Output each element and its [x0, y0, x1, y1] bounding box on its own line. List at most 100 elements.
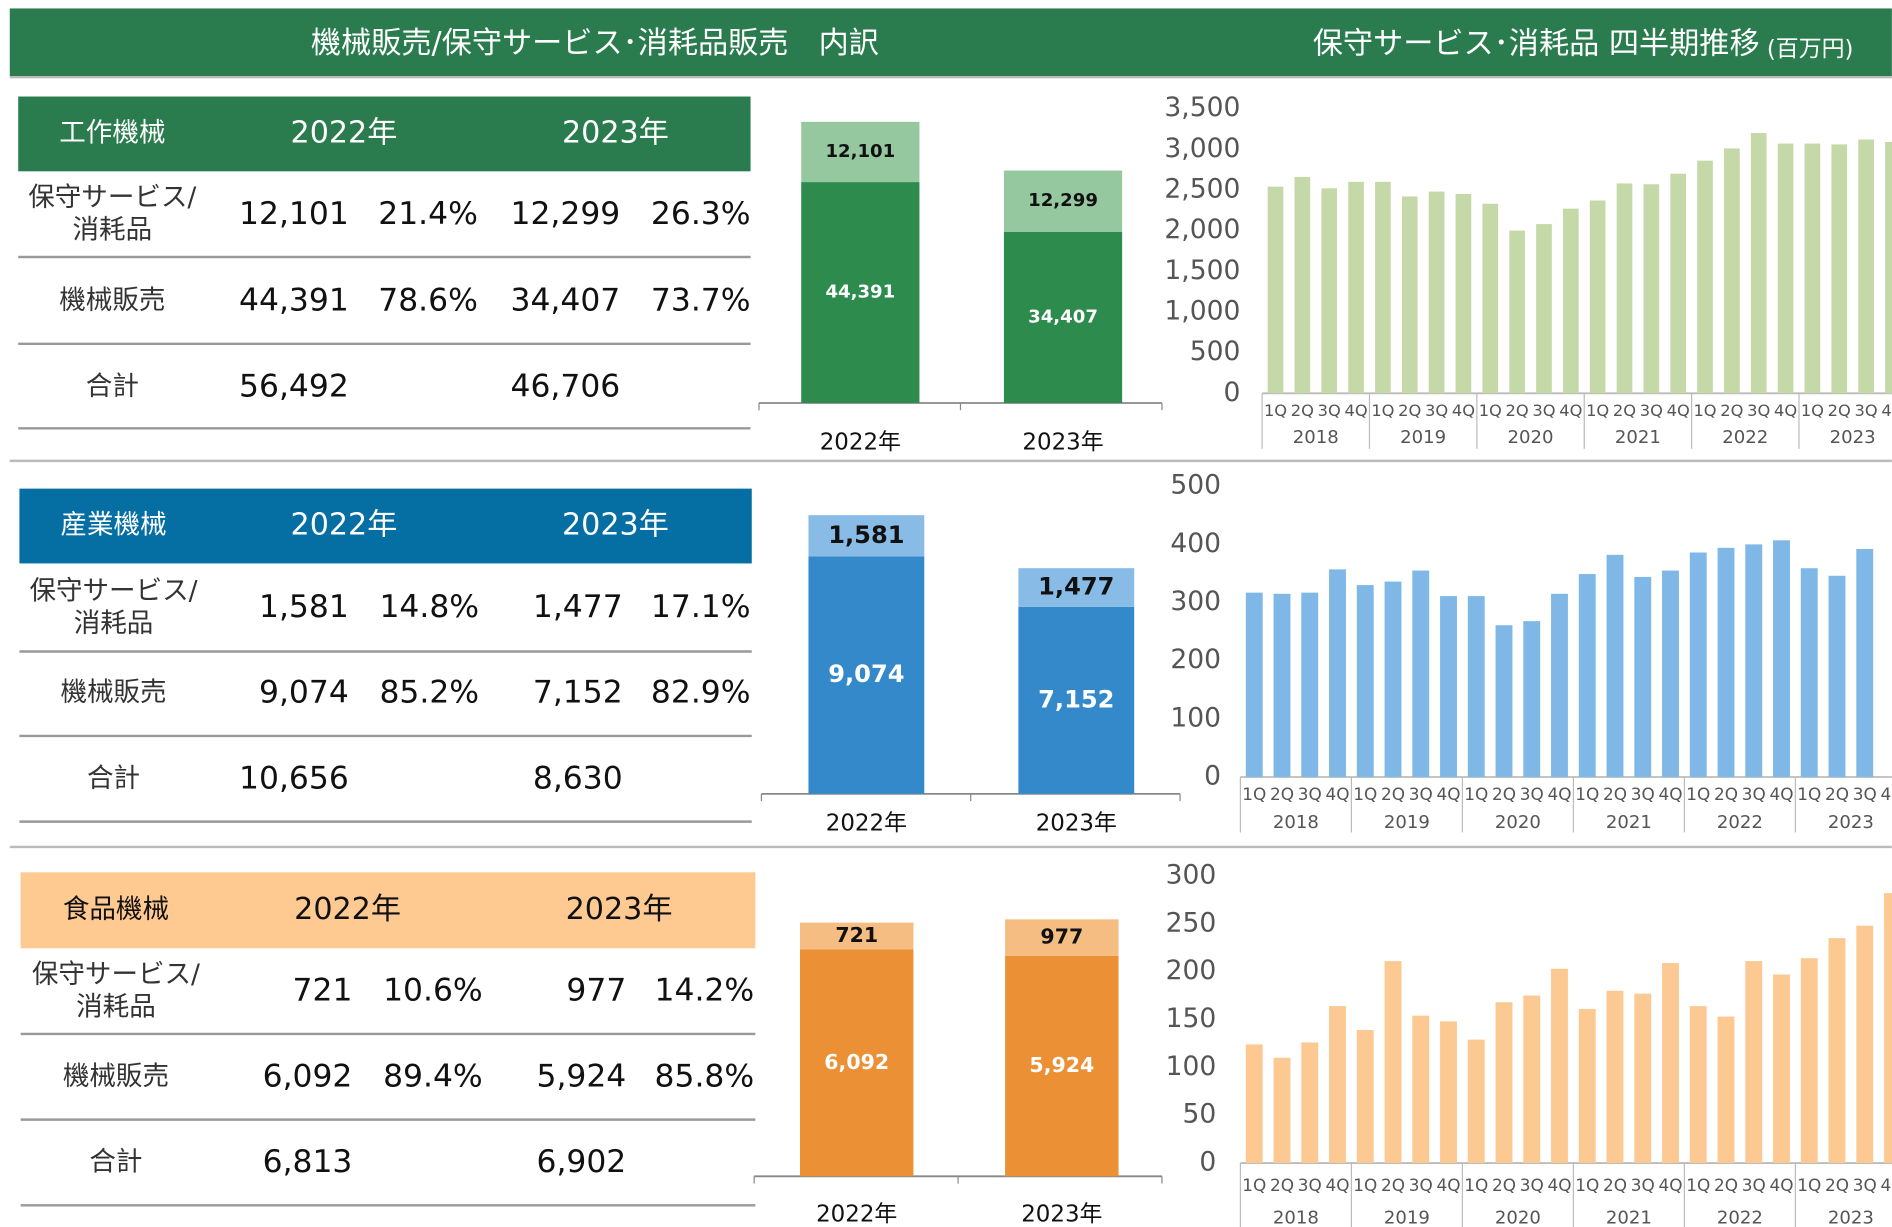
quarter-label: 1Q	[1371, 401, 1394, 420]
data-label: 6,092	[824, 1050, 889, 1074]
bar-segment	[1003, 170, 1123, 232]
bar	[1467, 596, 1485, 777]
y-tick-label: 200	[1170, 644, 1221, 675]
quarter-label: 3Q	[1318, 401, 1341, 420]
bar-segment	[800, 949, 914, 1177]
table-header	[20, 872, 756, 949]
bar	[1717, 547, 1735, 777]
bar	[1412, 570, 1430, 777]
row-label: 消耗品	[74, 608, 154, 639]
bar	[1467, 1039, 1485, 1164]
quarter-label: 1Q	[1464, 1175, 1488, 1195]
bar	[1828, 938, 1846, 1164]
cell: 6,902	[536, 1144, 626, 1180]
quarter-label: 2Q	[1492, 1175, 1516, 1195]
data-label: 9,074	[828, 660, 904, 688]
cell: 6,813	[263, 1144, 353, 1180]
cell: 56,492	[239, 368, 349, 404]
cell: 73.7%	[651, 283, 751, 319]
y-tick-label: 3,000	[1164, 133, 1240, 164]
year-label: 2019	[1400, 427, 1446, 448]
cell: 6,092	[263, 1058, 353, 1094]
quarter-label: 4Q	[1436, 784, 1460, 804]
bar	[1643, 184, 1660, 394]
y-tick-label: 100	[1170, 702, 1221, 733]
bar	[1384, 961, 1402, 1164]
bar	[1885, 141, 1892, 394]
bar	[1440, 1021, 1457, 1164]
bar	[1495, 625, 1513, 777]
quarter-label: 3Q	[1425, 401, 1448, 420]
quarter-label: 4Q	[1667, 401, 1690, 420]
bar	[1523, 621, 1541, 777]
bar	[1455, 194, 1472, 394]
bar	[1384, 581, 1402, 777]
bar	[1831, 144, 1848, 394]
quarter-label: 3Q	[1747, 401, 1770, 420]
quarter-label: 4Q	[1774, 401, 1797, 420]
bar	[1670, 173, 1687, 394]
bar	[1440, 596, 1457, 777]
row-label: 消耗品	[73, 215, 153, 246]
bar	[1606, 990, 1624, 1164]
quarter-label: 1Q	[1693, 401, 1716, 420]
y-tick-label: 200	[1166, 955, 1217, 986]
quarter-label: 3Q	[1520, 1175, 1544, 1195]
quarter-label: 2Q	[1603, 784, 1627, 804]
cell: 44,391	[239, 283, 349, 319]
bar	[1523, 995, 1541, 1164]
row-label: 消耗品	[76, 992, 156, 1023]
quarter-label: 3Q	[1520, 784, 1544, 804]
row-label: 機械販売	[60, 677, 166, 708]
bar	[1884, 893, 1892, 1164]
bar	[1689, 1006, 1707, 1164]
quarter-label: 1Q	[1586, 401, 1609, 420]
y-tick-label: 0	[1223, 377, 1240, 408]
quarter-label: 2Q	[1714, 784, 1738, 804]
bar	[1856, 549, 1874, 777]
bar	[1245, 592, 1263, 777]
bar	[1634, 576, 1652, 777]
quarter-label: 4Q	[1325, 784, 1349, 804]
y-tick-label: 300	[1170, 586, 1221, 617]
data-label: 721	[835, 923, 878, 947]
bar	[1662, 570, 1679, 777]
x-tick-label: 2022年	[820, 429, 901, 455]
quarter-label: 4Q	[1880, 784, 1892, 804]
y-tick-label: 250	[1166, 907, 1217, 938]
quarter-label: 1Q	[1686, 1175, 1710, 1195]
bar	[1551, 968, 1568, 1164]
row-label: 保守サービス/	[29, 575, 197, 606]
bar	[1800, 568, 1818, 777]
year-label: 2021	[1615, 427, 1661, 448]
column-header: 2023年	[562, 508, 669, 543]
year-label: 2018	[1293, 427, 1339, 448]
year-label: 2022	[1722, 427, 1768, 448]
quarter-label: 2Q	[1613, 401, 1636, 420]
bar	[1773, 540, 1790, 777]
bar	[1858, 139, 1874, 394]
year-label: 2021	[1606, 812, 1652, 833]
quarter-label: 1Q	[1479, 401, 1502, 420]
quarter-label: 3Q	[1853, 784, 1877, 804]
quarter-label: 1Q	[1353, 1175, 1377, 1195]
table-header	[19, 488, 752, 564]
cell: 46,706	[511, 368, 621, 404]
quarter-label: 1Q	[1242, 1175, 1266, 1195]
y-tick-label: 150	[1166, 1003, 1217, 1034]
bar	[1551, 593, 1568, 777]
row-label: 合計	[87, 763, 140, 794]
y-tick-label: 1,500	[1164, 255, 1240, 286]
bar	[1856, 925, 1874, 1164]
cell: 78.6%	[378, 283, 478, 319]
cell: 17.1%	[651, 589, 751, 625]
x-tick-label: 2023年	[1021, 1201, 1102, 1227]
bar-segment	[808, 556, 925, 794]
quarter-label: 4Q	[1769, 784, 1793, 804]
cell: 14.8%	[379, 589, 479, 625]
bar	[1329, 569, 1346, 777]
quarter-label: 2Q	[1825, 1175, 1849, 1195]
cell: 10.6%	[383, 973, 483, 1009]
bar	[1401, 196, 1418, 394]
year-label: 2018	[1273, 1208, 1319, 1227]
